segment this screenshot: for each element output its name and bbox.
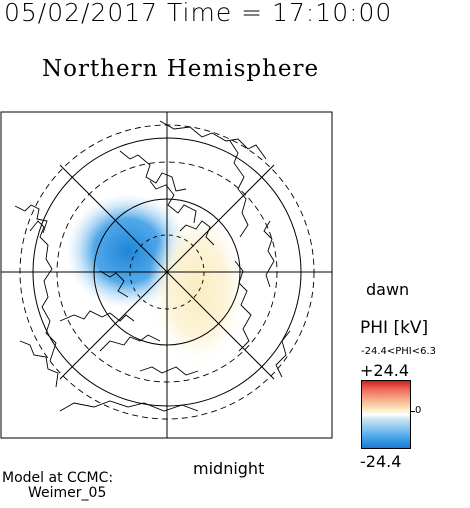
model-credit-line2: Weimer_05 [28, 485, 107, 501]
dawn-label: dawn [366, 280, 410, 299]
colorbar-title: PHI [kV] [360, 318, 429, 338]
midnight-label: midnight [193, 459, 265, 478]
timestamp: 05/02/2017 Time = 17:10:00 [4, 0, 393, 27]
meridians [1, 112, 332, 438]
positive-potential-cell [148, 209, 248, 369]
colorbar-zero-label: 0 [415, 405, 422, 416]
plot-title: Northern Hemisphere [42, 56, 320, 82]
polar-potential-map [0, 111, 333, 439]
colorbar-zero-tick [411, 411, 415, 412]
colorbar-max-label: +24.4 [360, 361, 410, 380]
colorbar [361, 380, 411, 449]
colorbar-range: -24.4<PHI<6.3 [361, 346, 437, 357]
colorbar-min-label: -24.4 [360, 452, 402, 471]
model-credit-line1: Model at CCMC: [2, 470, 114, 486]
coastlines [14, 120, 291, 412]
